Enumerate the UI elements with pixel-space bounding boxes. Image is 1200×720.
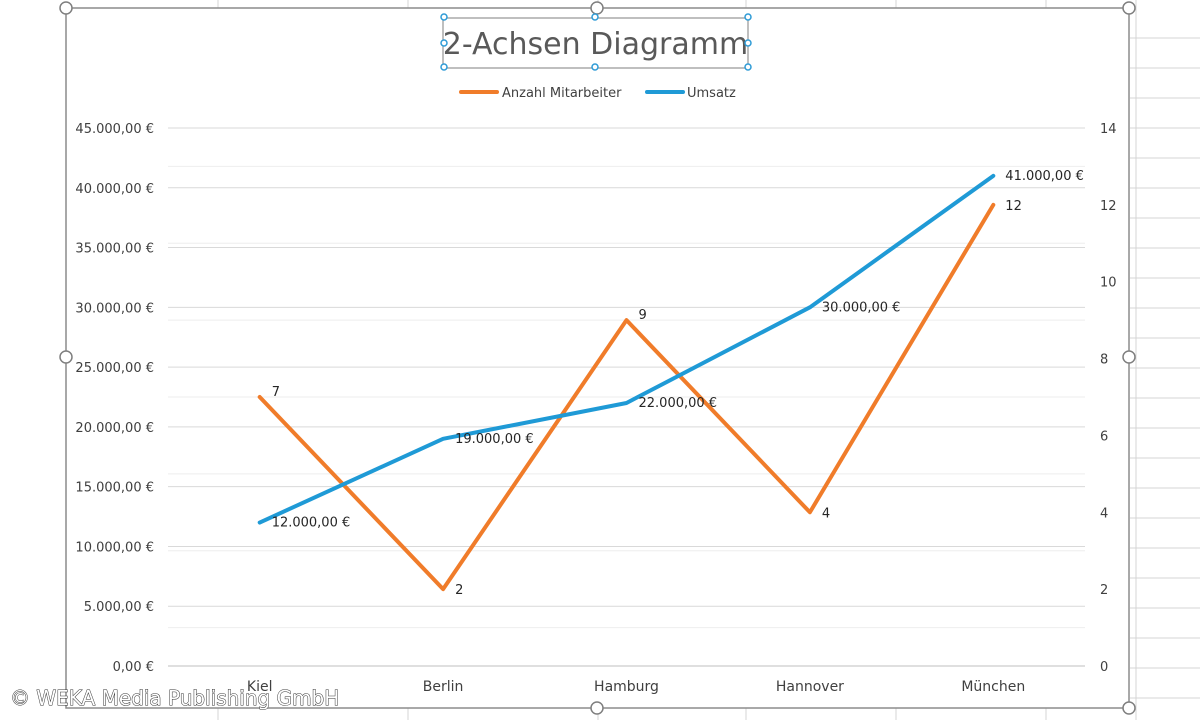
y-secondary-tick-label: 4 <box>1100 506 1108 521</box>
y-secondary-tick-label: 2 <box>1100 583 1108 598</box>
data-label: 30.000,00 € <box>822 300 901 315</box>
resize-handle-top-left[interactable] <box>59 1 73 15</box>
x-category-label: Hannover <box>776 679 844 695</box>
legend[interactable]: Anzahl Mitarbeiter Umsatz <box>459 86 736 101</box>
y-primary-tick-label: 30.000,00 € <box>75 301 154 316</box>
legend-label-anzahl-mitarbeiter: Anzahl Mitarbeiter <box>502 86 622 101</box>
plot-area: 0,00 €5.000,00 €10.000,00 €15.000,00 €20… <box>75 122 1116 695</box>
chart-title: 2-Achsen Diagramm <box>443 27 748 62</box>
data-label: 4 <box>822 506 830 521</box>
title-handle[interactable] <box>440 39 448 47</box>
title-handle[interactable] <box>440 63 448 71</box>
title-handle[interactable] <box>744 39 752 47</box>
data-label: 2 <box>455 583 463 598</box>
chart-area-background <box>66 8 1129 708</box>
title-handle[interactable] <box>591 63 599 71</box>
series-line-anzahl-mitarbeiter <box>257 202 996 592</box>
data-label: 19.000,00 € <box>455 432 534 447</box>
x-category-label: München <box>961 679 1025 695</box>
legend-label-umsatz: Umsatz <box>687 86 736 101</box>
x-category-label: Kiel <box>247 679 273 695</box>
y-primary-tick-label: 20.000,00 € <box>75 421 154 436</box>
x-category-label: Hamburg <box>594 679 659 695</box>
chart-title-group[interactable]: 2-Achsen Diagramm <box>440 13 752 71</box>
resize-handle-left[interactable] <box>59 350 73 364</box>
data-label: 41.000,00 € <box>1005 169 1084 184</box>
title-handle[interactable] <box>744 13 752 21</box>
y-secondary-tick-label: 14 <box>1100 122 1117 137</box>
y-primary-tick-label: 15.000,00 € <box>75 481 154 496</box>
data-label: 7 <box>272 385 280 400</box>
series-line-umsatz <box>257 173 996 525</box>
data-label: 9 <box>639 308 647 323</box>
y-primary-tick-label: 45.000,00 € <box>75 122 154 137</box>
y-secondary-tick-label: 8 <box>1100 353 1108 368</box>
y-primary-tick-label: 10.000,00 € <box>75 540 154 555</box>
resize-handle-top-right[interactable] <box>1122 1 1136 15</box>
resize-handle-bottom-right[interactable] <box>1122 701 1136 715</box>
y-secondary-tick-label: 12 <box>1100 199 1117 214</box>
x-category-label: Berlin <box>423 679 464 695</box>
data-label: 22.000,00 € <box>639 396 718 411</box>
y-primary-tick-label: 0,00 € <box>113 660 154 675</box>
resize-handle-bottom[interactable] <box>590 701 604 715</box>
copyright-watermark: © WEKA Media Publishing GmbH <box>10 686 339 710</box>
data-label: 12.000,00 € <box>272 516 351 531</box>
y-primary-tick-label: 40.000,00 € <box>75 182 154 197</box>
resize-handle-top[interactable] <box>590 1 604 15</box>
y-secondary-tick-label: 6 <box>1100 429 1108 444</box>
data-label: 12 <box>1005 199 1022 214</box>
y-primary-tick-label: 35.000,00 € <box>75 242 154 257</box>
y-secondary-tick-label: 10 <box>1100 276 1117 291</box>
title-handle[interactable] <box>591 13 599 21</box>
title-handle[interactable] <box>440 13 448 21</box>
title-handle[interactable] <box>744 63 752 71</box>
y-secondary-tick-label: 0 <box>1100 660 1108 675</box>
y-primary-tick-label: 25.000,00 € <box>75 361 154 376</box>
y-primary-tick-label: 5.000,00 € <box>84 600 154 615</box>
resize-handle-right[interactable] <box>1122 350 1136 364</box>
